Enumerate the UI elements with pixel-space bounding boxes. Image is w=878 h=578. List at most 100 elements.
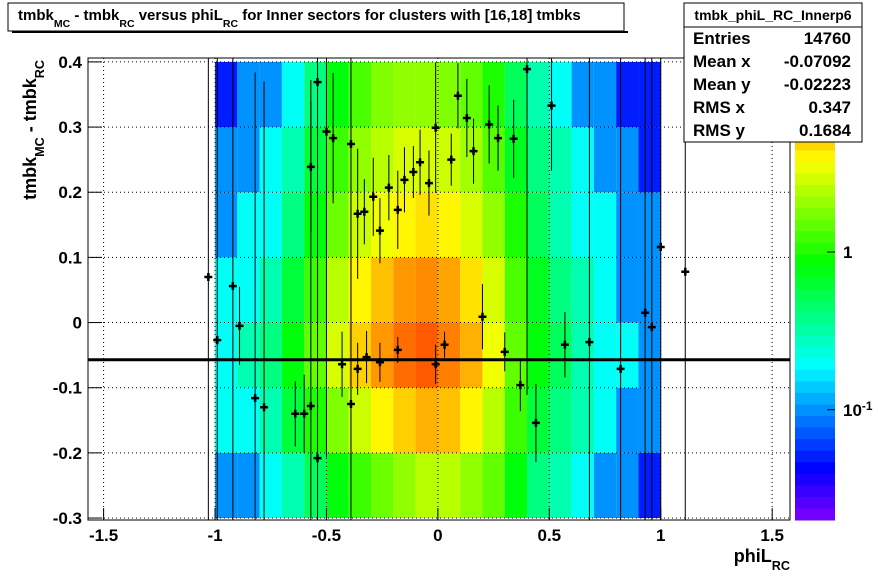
color-step — [795, 219, 835, 232]
color-step — [795, 404, 835, 417]
color-step — [795, 485, 835, 498]
profile-point — [485, 120, 494, 129]
profile-point — [647, 323, 656, 332]
profile-point — [375, 226, 384, 235]
heat-cell — [527, 61, 550, 128]
profile-point — [416, 158, 425, 167]
heat-cell — [616, 452, 639, 519]
profile-point — [478, 312, 487, 321]
heat-cell — [237, 322, 260, 388]
color-step — [795, 358, 835, 371]
heat-cell — [304, 452, 327, 519]
color-step — [795, 473, 835, 486]
heat-cell — [549, 61, 572, 128]
heat-cell — [504, 257, 528, 323]
z-tick-label: 1 — [843, 243, 852, 262]
heat-cell — [638, 127, 661, 193]
heat-cell — [348, 452, 372, 519]
profile-point — [469, 147, 478, 156]
heat-cell — [348, 192, 372, 258]
heat-cell — [281, 257, 305, 323]
profile-point — [440, 340, 449, 349]
color-step — [795, 392, 835, 405]
profile-point — [453, 91, 462, 100]
color-step — [795, 450, 835, 463]
heat-cell — [237, 387, 260, 453]
heat-cell — [460, 452, 483, 519]
heat-cell — [482, 257, 505, 323]
heat-cell — [371, 192, 394, 258]
color-step — [795, 416, 835, 429]
profile-point — [681, 267, 690, 276]
x-tick-label: 0.5 — [537, 526, 561, 545]
heat-cell — [593, 452, 617, 519]
heat-cell — [504, 452, 528, 519]
heat-cell — [571, 322, 594, 388]
color-step — [795, 231, 835, 244]
profile-point — [393, 205, 402, 214]
heat-cell — [571, 61, 594, 128]
heat-cell — [616, 192, 639, 258]
stats-value: 14760 — [804, 29, 851, 48]
heat-cell — [393, 257, 416, 323]
heat-cell — [326, 257, 349, 323]
heat-cell — [215, 257, 238, 323]
profile-point — [306, 162, 315, 171]
heat-cell — [348, 61, 372, 128]
profile-point — [494, 134, 503, 143]
heat-cell — [281, 387, 305, 453]
x-tick-label: -0.5 — [312, 526, 341, 545]
profile-point — [338, 360, 347, 369]
heat-cell — [304, 192, 327, 258]
color-step — [795, 508, 835, 521]
color-step — [795, 335, 835, 348]
color-step — [795, 462, 835, 475]
heat-cell — [281, 452, 305, 519]
heat-cell — [437, 387, 461, 453]
x-tick-label: 1.5 — [760, 526, 784, 545]
heat-cell — [437, 192, 461, 258]
heat-cell — [393, 387, 416, 453]
heat-cell — [460, 322, 483, 388]
heat-cell — [415, 387, 438, 453]
profile-point — [228, 282, 237, 291]
heat-cell — [482, 387, 505, 453]
heat-cell — [549, 257, 572, 323]
heat-cell — [415, 61, 438, 128]
heat-cell — [371, 61, 394, 128]
profile-point — [204, 272, 213, 281]
heat-cell — [215, 322, 238, 388]
heat-cell — [527, 192, 550, 258]
color-step — [795, 254, 835, 267]
heat-cell — [326, 452, 349, 519]
color-step — [795, 173, 835, 186]
heat-cell — [348, 387, 372, 453]
y-tick-label: -0.2 — [53, 444, 82, 463]
profile-point — [362, 353, 371, 362]
y-tick-label: 0.3 — [58, 118, 82, 137]
profile-point — [431, 360, 440, 369]
stats-box: tmbk_phiL_RC_Innerp6 Entries 14760 Mean x -0… — [683, 2, 863, 143]
heat-cell — [616, 257, 639, 323]
heat-cell — [348, 127, 372, 193]
profile-point — [329, 134, 338, 143]
color-step — [795, 439, 835, 452]
heat-cell — [259, 127, 282, 193]
profile-point — [306, 401, 315, 410]
heat-cell — [415, 127, 438, 193]
heat-cell — [281, 192, 305, 258]
profile-point — [346, 400, 355, 409]
heat-cell — [593, 127, 617, 193]
profile-point — [516, 381, 525, 390]
heat-cell — [527, 452, 550, 519]
heat-cell — [304, 257, 327, 323]
x-tick-label: -1.5 — [89, 526, 118, 545]
profile-point — [300, 409, 309, 418]
heat-cell — [259, 322, 282, 388]
heat-cell — [504, 61, 528, 128]
heat-cell — [504, 387, 528, 453]
profile-point — [213, 336, 222, 345]
profile-point — [313, 78, 322, 87]
y-tick-label: 0.1 — [58, 248, 82, 267]
profile-point — [431, 123, 440, 132]
